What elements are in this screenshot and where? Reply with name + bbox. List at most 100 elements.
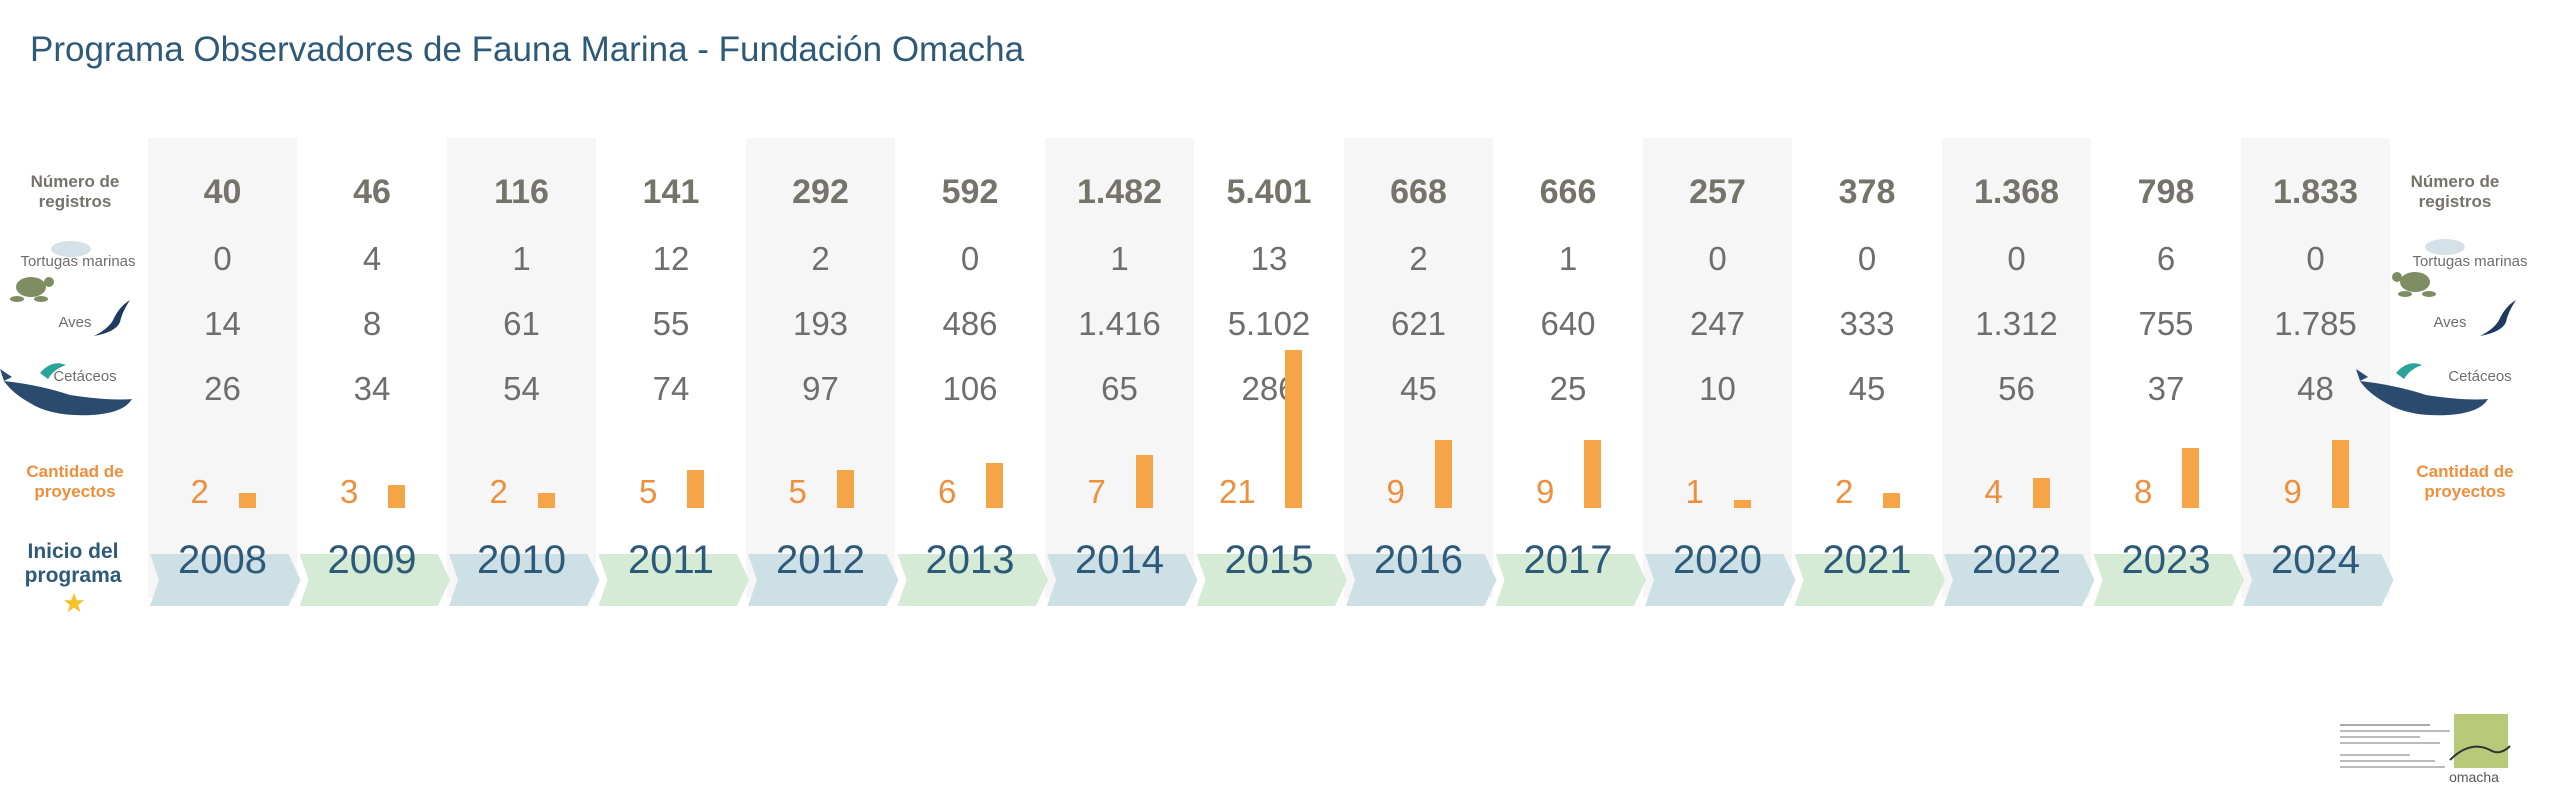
registros-value: 592 — [941, 173, 999, 211]
proyectos-bar — [687, 470, 704, 508]
timeline-segment — [1495, 554, 1646, 606]
tortugas-value: 0 — [1708, 240, 1727, 277]
omacha-logo: omacha — [2449, 714, 2511, 785]
tortugas-value: 6 — [2156, 240, 2176, 277]
cetaceos-value: 97 — [802, 370, 839, 407]
aves-value: 1.785 — [2274, 305, 2357, 342]
proyectos-value: 3 — [340, 473, 359, 510]
cetaceos-value: 54 — [503, 370, 540, 407]
year-label: 2015 — [1224, 538, 1314, 582]
turtle-faded-icon — [51, 241, 91, 257]
tortugas-value: 4 — [362, 240, 382, 277]
year-column-2012: 292 2 193 97 5 — [746, 138, 895, 598]
tortugas-value: 1 — [512, 240, 531, 277]
tortugas-value: 0 — [213, 240, 232, 277]
tortugas-value: 0 — [2007, 240, 2026, 277]
credits-block — [2340, 720, 2460, 772]
timeline-segment — [748, 554, 899, 606]
bird-icon — [94, 300, 130, 336]
year-label: 2023 — [2121, 538, 2211, 582]
logo-text: omacha — [2449, 769, 2499, 785]
whale-icon-right — [2356, 363, 2488, 416]
timeline-segment — [1645, 554, 1796, 606]
label-aves-left: Aves — [58, 314, 92, 331]
proyectos-value: 6 — [938, 473, 957, 510]
proyectos-value: 2 — [1835, 473, 1854, 510]
year-label: 2012 — [776, 538, 865, 582]
proyectos-value: 9 — [1536, 473, 1555, 510]
registros-value: 798 — [2137, 173, 2195, 211]
star-icon — [63, 592, 85, 613]
timeline-segment — [150, 554, 301, 606]
tortugas-value: 2 — [811, 240, 830, 277]
year-column-2016: 668 2 621 45 9 — [1344, 138, 1493, 598]
registros-value: 1.368 — [1973, 173, 2060, 211]
year-column-2009: 46 4 8 34 3 — [298, 138, 447, 598]
proyectos-bar — [1883, 492, 1900, 508]
timeline-segment — [2243, 554, 2394, 606]
proyectos-bar — [2182, 447, 2199, 508]
tortugas-value: 2 — [1409, 240, 1428, 277]
label-cetaceos-left: Cetáceos — [53, 368, 117, 385]
tortugas-value: 0 — [960, 240, 980, 277]
proyectos-value: 21 — [1219, 473, 1256, 510]
proyectos-value: 8 — [2134, 473, 2153, 510]
aves-value: 193 — [792, 305, 849, 342]
timeline-segment — [1047, 554, 1198, 606]
proyectos-bar — [836, 470, 854, 508]
label-registros-right: Número de registros — [2410, 172, 2500, 211]
year-column-2011: 141 12 55 74 5 — [597, 138, 746, 598]
registros-value: 1.482 — [1076, 173, 1163, 211]
proyectos-value: 1 — [1685, 473, 1704, 510]
proyectos-value: 4 — [1984, 473, 2003, 510]
timeline-segment — [1944, 554, 2095, 606]
label-tortugas-right: Tortugas marinas — [2412, 253, 2528, 270]
cetaceos-value: 34 — [353, 370, 391, 407]
aves-value: 333 — [1839, 305, 1895, 342]
year-label: 2017 — [1523, 538, 1613, 582]
bird-icon-right — [2480, 300, 2516, 336]
year-column-2013: 592 0 486 106 6 — [896, 138, 1045, 598]
aves-value: 621 — [1390, 305, 1447, 342]
proyectos-value: 9 — [1386, 473, 1405, 510]
timeline-segment — [2093, 554, 2244, 606]
registros-value: 141 — [642, 173, 700, 211]
year-label: 2010 — [477, 538, 566, 582]
turtle-faded-icon-right — [2425, 239, 2465, 255]
label-tortugas-left: Tortugas marinas — [20, 253, 136, 270]
aves-value: 61 — [503, 305, 540, 342]
proyectos-bar — [1584, 440, 1601, 508]
proyectos-value: 2 — [489, 473, 508, 510]
tortugas-value: 1 — [1558, 240, 1578, 277]
timeline-segment — [897, 554, 1048, 606]
proyectos-bar — [986, 462, 1003, 508]
cetaceos-value: 286 — [1241, 370, 1297, 407]
cetaceos-value: 65 — [1101, 370, 1138, 407]
proyectos-bar — [2331, 440, 2349, 508]
label-aves-right: Aves — [2433, 314, 2467, 331]
proyectos-value: 2 — [190, 473, 209, 510]
timeline-segment — [598, 554, 749, 606]
proyectos-value: 9 — [2283, 473, 2302, 510]
proyectos-bar — [2032, 477, 2050, 508]
cetaceos-value: 45 — [1400, 370, 1437, 407]
year-label: 2014 — [1075, 538, 1164, 582]
year-label: 2013 — [925, 538, 1015, 582]
label-proyectos-left: Cantidad de proyectos — [26, 462, 124, 501]
registros-value: 40 — [203, 173, 242, 211]
year-column-2008: 40 0 14 26 2 — [148, 138, 297, 598]
cetaceos-value: 106 — [942, 370, 998, 407]
timeline-segment — [1794, 554, 1945, 606]
turtle-icon-right — [2392, 272, 2436, 297]
registros-value: 378 — [1838, 173, 1896, 211]
whale-icon — [0, 363, 132, 416]
timeline-segment — [1346, 554, 1497, 606]
year-column-2014: 1.482 1 1.416 65 7 — [1045, 138, 1194, 598]
year-column-2015: 5.401 13 5.102 286 21 — [1195, 138, 1344, 598]
timeline-segment — [299, 554, 450, 606]
timeline-band — [150, 554, 2394, 606]
year-label: 2021 — [1822, 538, 1912, 582]
timeline-segment — [449, 554, 600, 606]
registros-value: 1.833 — [2272, 173, 2359, 211]
proyectos-value: 5 — [639, 473, 658, 510]
